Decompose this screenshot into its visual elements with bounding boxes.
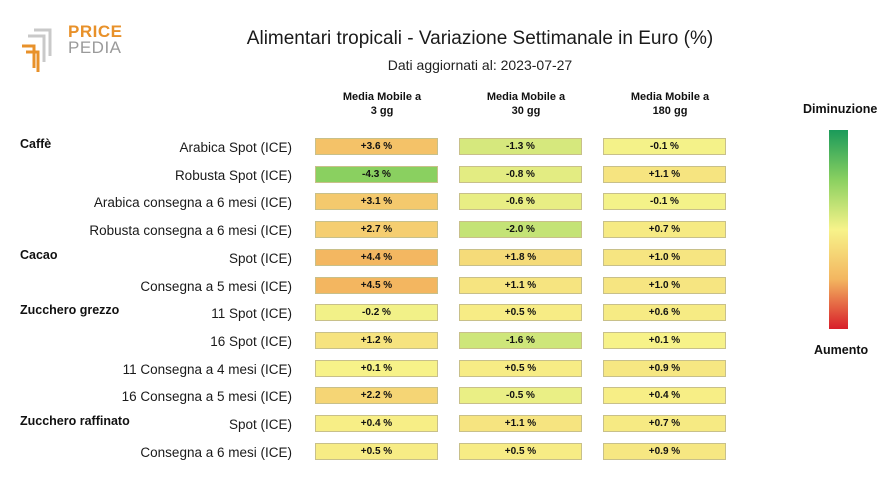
- row-label: 11 Spot (ICE): [211, 306, 292, 322]
- heatmap-cell: -0.8 %: [459, 165, 582, 183]
- heatmap-cell: -0.1 %: [603, 138, 726, 155]
- heatmap-cell: +0.7 %: [603, 415, 726, 432]
- chart-subtitle: Dati aggiornati al: 2023-07-27: [387, 57, 573, 73]
- column-header-line1: Media Mobile a: [486, 91, 566, 103]
- heatmap-cell: +3.1 %: [315, 193, 438, 211]
- legend-color-scale: [829, 130, 848, 329]
- chart-title: Alimentari tropicali - Variazione Settim…: [246, 28, 714, 49]
- heatmap-cell: -0.6 %: [459, 193, 582, 211]
- heatmap-cell: +0.5 %: [315, 442, 438, 460]
- heatmap-cell: +1.0 %: [603, 276, 726, 294]
- heatmap-cell: +0.6 %: [603, 304, 726, 322]
- group-label: Zucchero grezzo: [20, 303, 120, 318]
- column-header-line1: Media Mobile a: [342, 91, 422, 103]
- group-label: Caffè: [20, 137, 52, 151]
- group-label: Cacao: [20, 247, 58, 262]
- row-label: Arabica Spot (ICE): [179, 140, 292, 155]
- column-header: Media Mobile a 3 gg: [312, 90, 452, 118]
- heatmap-cell: +0.4 %: [603, 387, 726, 405]
- heatmap-cell: -1.3 %: [459, 138, 582, 155]
- legend-bottom-label: Aumento: [814, 343, 869, 357]
- heatmap-cell: +1.2 %: [315, 331, 438, 349]
- heatmap-cell: +2.7 %: [315, 221, 438, 239]
- row-label: Consegna a 6 mesi (ICE): [140, 444, 292, 460]
- heatmap-cell: -4.3 %: [315, 165, 438, 183]
- logo-text-pedia: PEDIA: [68, 38, 122, 57]
- heatmap-cell: -2.0 %: [459, 221, 582, 239]
- group-label: Zucchero raffinato: [20, 414, 130, 428]
- row-label: Spot (ICE): [228, 417, 292, 432]
- heatmap-cell: +0.9 %: [603, 359, 726, 377]
- heatmap-cell: +3.6 %: [315, 138, 438, 155]
- heatmap-cell: +4.5 %: [315, 276, 438, 294]
- logo-text-price: PRICE: [68, 22, 123, 41]
- row-label: Robusta consegna a 6 mesi (ICE): [89, 223, 292, 239]
- heatmap-cell: +0.5 %: [459, 359, 582, 377]
- heatmap-cell: +1.1 %: [459, 415, 582, 432]
- heatmap-cell: -1.6 %: [459, 331, 582, 349]
- heatmap-cell: -0.1 %: [603, 193, 726, 211]
- pricepedia-logo: PRICE PEDIA: [20, 22, 130, 72]
- column-header-line2: 3 gg: [370, 105, 394, 117]
- heatmap-cell: -0.2 %: [315, 304, 438, 322]
- row-label: 16 Spot (ICE): [210, 333, 292, 349]
- row-label: 16 Consegna a 5 mesi (ICE): [121, 389, 292, 405]
- row-label: Spot (ICE): [228, 250, 292, 266]
- column-header: Media Mobile a 180 gg: [600, 90, 740, 118]
- heatmap-cell: +0.9 %: [603, 442, 726, 460]
- row-label: Robusta Spot (ICE): [174, 167, 292, 183]
- row-label: 11 Consegna a 4 mesi (ICE): [122, 361, 292, 377]
- heatmap-cell: +0.1 %: [603, 331, 726, 349]
- heatmap-cell: +1.8 %: [459, 248, 582, 266]
- column-header: Media Mobile a 30 gg: [456, 90, 596, 118]
- legend-top-label: Diminuzione: [803, 102, 878, 116]
- column-header-line2: 30 gg: [511, 105, 541, 117]
- column-header-line1: Media Mobile a: [630, 91, 710, 103]
- logo-mark-icon: [22, 28, 52, 72]
- heatmap-cell: +0.1 %: [315, 359, 438, 377]
- heatmap-cell: +0.7 %: [603, 221, 726, 239]
- column-header-line2: 180 gg: [652, 105, 688, 117]
- row-label: Arabica consegna a 6 mesi (ICE): [93, 195, 292, 211]
- heatmap-cell: +1.1 %: [603, 165, 726, 183]
- heatmap-cell: +1.0 %: [603, 248, 726, 266]
- heatmap-cell: +4.4 %: [315, 248, 438, 266]
- heatmap-cell: +2.2 %: [315, 387, 438, 405]
- heatmap-cell: +1.1 %: [459, 276, 582, 294]
- heatmap-cell: +0.5 %: [459, 442, 582, 460]
- heatmap-cell: +0.4 %: [315, 415, 438, 432]
- row-label: Consegna a 5 mesi (ICE): [140, 278, 292, 294]
- heatmap-cell: -0.5 %: [459, 387, 582, 405]
- heatmap-cell: +0.5 %: [459, 304, 582, 322]
